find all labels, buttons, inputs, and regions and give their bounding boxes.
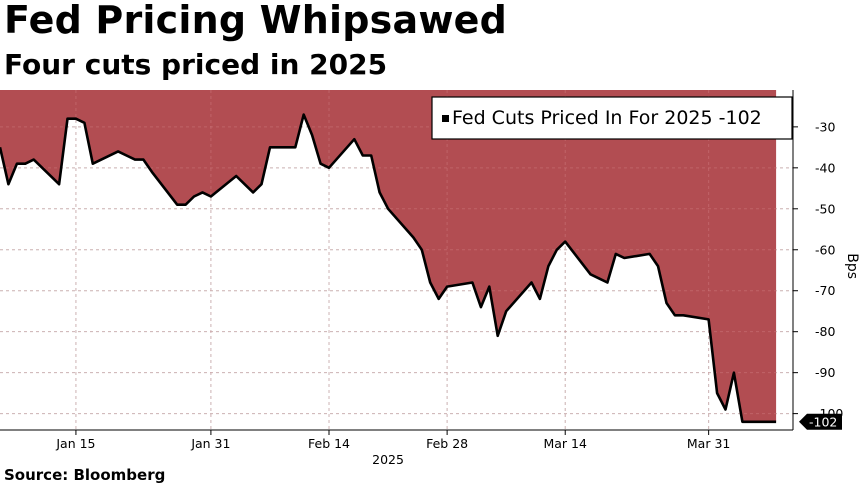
chart-title: Fed Pricing Whipsawed: [4, 0, 508, 42]
grid-lines-overlay: [0, 90, 793, 430]
y-tick-label: -40: [815, 160, 835, 175]
last-value-tag: -102: [799, 413, 842, 430]
legend-swatch: [442, 115, 449, 122]
x-tick-label: Feb 28: [426, 436, 468, 451]
x-tick-label: Jan 15: [55, 436, 95, 451]
x-tick-label: Feb 14: [308, 436, 350, 451]
x-tick-label: Mar 14: [543, 436, 587, 451]
x-tick-label: Mar 31: [687, 436, 730, 451]
y-tick-label: -30: [815, 119, 835, 134]
y-tick-label: -70: [815, 283, 835, 298]
y-tick-label: -90: [815, 365, 835, 380]
legend-box: [431, 96, 793, 140]
y-tick-label: -80: [815, 324, 835, 339]
last-value-tag-label: -102: [809, 414, 837, 429]
legend[interactable]: Fed Cuts Priced In For 2025 -102: [431, 96, 793, 140]
x-axis-year-label: 2025: [372, 452, 404, 467]
legend-entry: Fed Cuts Priced In For 2025 -102: [452, 107, 762, 129]
series-line: [0, 113, 777, 424]
last-value-tag-shape: [799, 413, 842, 430]
y-axis: -30-40-50-60-70-80-90-100: [792, 90, 843, 430]
series-area-fill: [0, 90, 777, 422]
source-note: Source: Bloomberg: [4, 466, 166, 484]
y-axis-label: Bps: [844, 253, 860, 279]
y-tick-label: -60: [815, 242, 835, 257]
x-tick-label: Jan 31: [190, 436, 230, 451]
chart-subtitle: Four cuts priced in 2025: [4, 48, 388, 81]
x-axis: Jan 15 Jan 31 Feb 14 Feb 28 Mar 14 Mar 31: [0, 429, 793, 451]
y-tick-label: -50: [815, 201, 835, 216]
